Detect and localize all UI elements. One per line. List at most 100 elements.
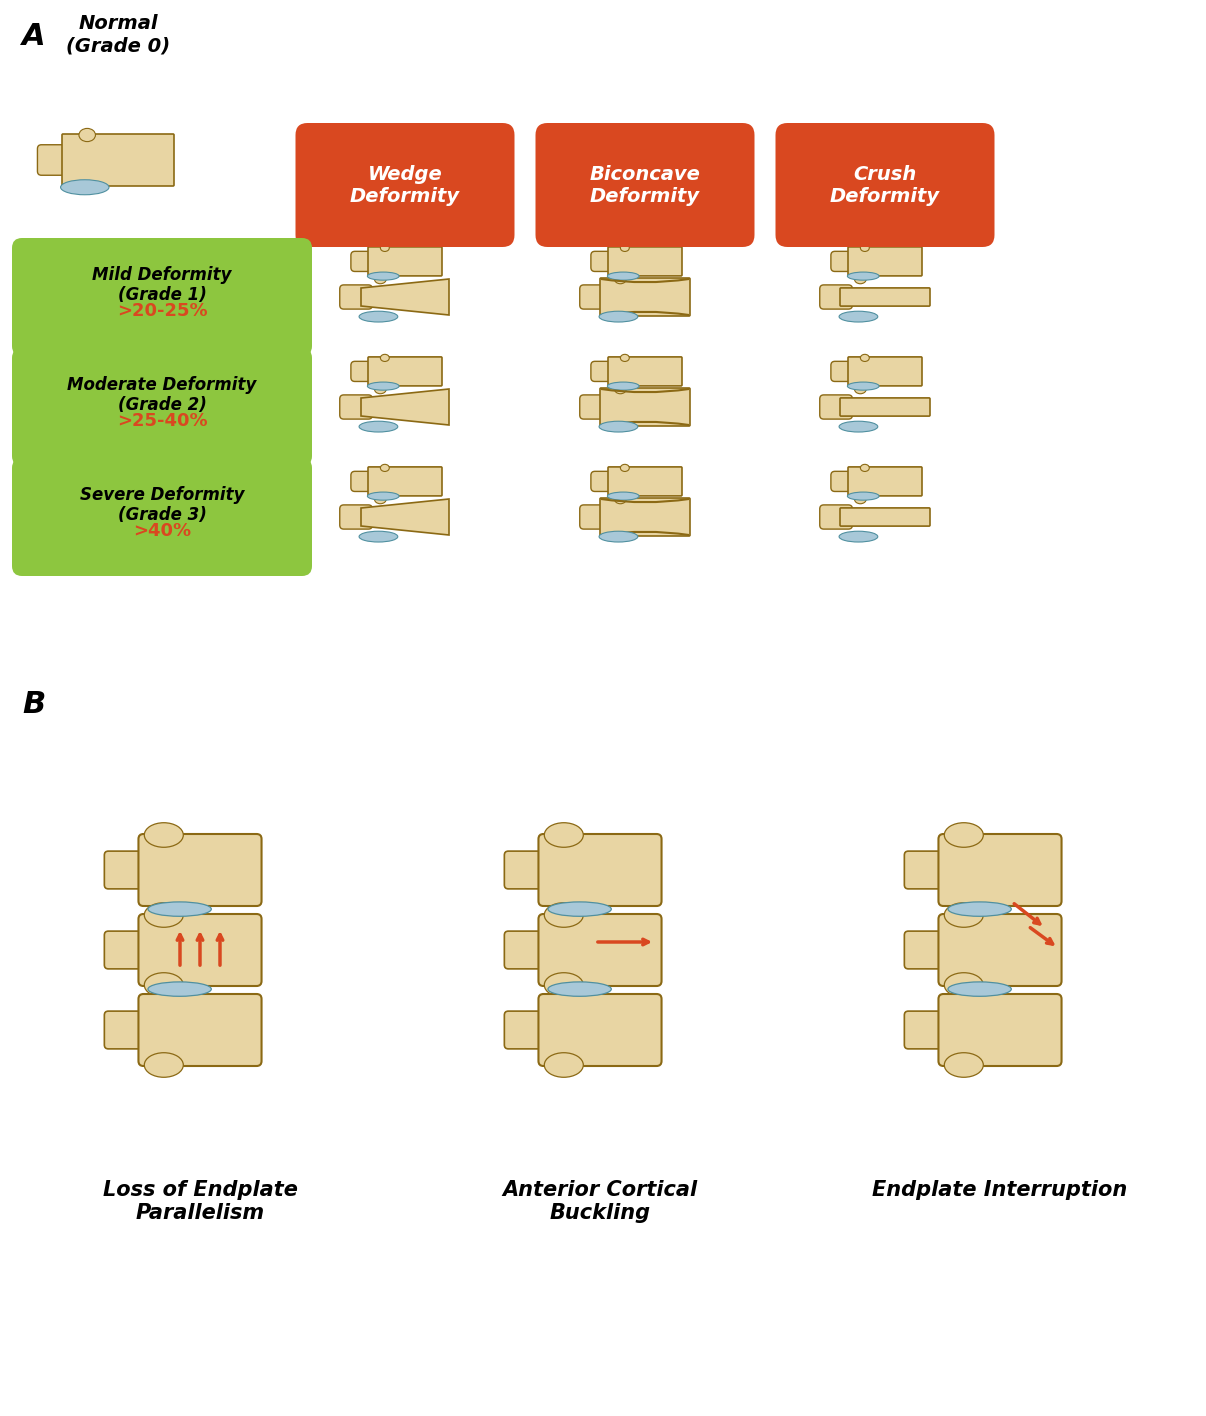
FancyBboxPatch shape — [820, 506, 853, 530]
FancyBboxPatch shape — [351, 472, 379, 491]
FancyBboxPatch shape — [820, 395, 853, 419]
FancyBboxPatch shape — [601, 388, 690, 426]
Ellipse shape — [854, 384, 866, 394]
Ellipse shape — [848, 493, 879, 500]
Ellipse shape — [145, 823, 183, 847]
FancyBboxPatch shape — [608, 246, 683, 276]
Ellipse shape — [599, 312, 638, 321]
FancyBboxPatch shape — [504, 1011, 561, 1049]
Ellipse shape — [148, 902, 211, 916]
Ellipse shape — [854, 494, 866, 504]
Ellipse shape — [608, 382, 639, 391]
Ellipse shape — [599, 531, 638, 542]
FancyBboxPatch shape — [105, 1011, 162, 1049]
FancyBboxPatch shape — [62, 135, 174, 185]
Text: Anterior Cortical
Buckling: Anterior Cortical Buckling — [503, 1180, 697, 1223]
Text: Endplate Interruption: Endplate Interruption — [872, 1180, 1128, 1199]
Ellipse shape — [839, 531, 878, 542]
FancyBboxPatch shape — [608, 467, 683, 496]
FancyBboxPatch shape — [841, 398, 930, 416]
Ellipse shape — [948, 981, 1012, 997]
Ellipse shape — [620, 245, 630, 252]
FancyBboxPatch shape — [295, 123, 515, 246]
Ellipse shape — [145, 973, 183, 997]
Ellipse shape — [374, 384, 386, 394]
Ellipse shape — [544, 1052, 584, 1078]
Ellipse shape — [944, 1052, 983, 1078]
Ellipse shape — [614, 384, 626, 394]
Text: Biconcave
Deformity: Biconcave Deformity — [590, 164, 701, 205]
Ellipse shape — [374, 494, 386, 504]
Ellipse shape — [608, 272, 639, 280]
Polygon shape — [361, 279, 449, 314]
FancyBboxPatch shape — [538, 994, 662, 1066]
Ellipse shape — [359, 531, 398, 542]
Ellipse shape — [544, 973, 584, 997]
FancyBboxPatch shape — [938, 994, 1061, 1066]
Ellipse shape — [544, 823, 584, 847]
Ellipse shape — [359, 421, 398, 432]
FancyBboxPatch shape — [340, 395, 373, 419]
Ellipse shape — [548, 981, 611, 997]
Ellipse shape — [359, 312, 398, 321]
FancyBboxPatch shape — [580, 506, 613, 530]
FancyBboxPatch shape — [904, 851, 961, 889]
FancyBboxPatch shape — [340, 285, 373, 309]
Text: A: A — [22, 23, 46, 51]
FancyBboxPatch shape — [340, 506, 373, 530]
FancyBboxPatch shape — [938, 913, 1061, 986]
FancyBboxPatch shape — [831, 472, 859, 491]
FancyBboxPatch shape — [580, 395, 613, 419]
FancyBboxPatch shape — [591, 472, 619, 491]
FancyBboxPatch shape — [538, 913, 662, 986]
FancyBboxPatch shape — [504, 851, 561, 889]
FancyBboxPatch shape — [831, 251, 859, 272]
FancyBboxPatch shape — [841, 287, 930, 306]
FancyBboxPatch shape — [368, 467, 443, 496]
FancyBboxPatch shape — [12, 348, 312, 466]
FancyBboxPatch shape — [904, 932, 961, 969]
Polygon shape — [361, 498, 449, 535]
Ellipse shape — [944, 823, 983, 847]
Ellipse shape — [614, 275, 626, 283]
Ellipse shape — [145, 903, 183, 927]
FancyBboxPatch shape — [351, 251, 379, 272]
Text: Wedge
Deformity: Wedge Deformity — [350, 164, 459, 205]
Ellipse shape — [78, 129, 95, 142]
Text: B: B — [22, 690, 46, 719]
Ellipse shape — [368, 272, 399, 280]
Ellipse shape — [860, 354, 870, 361]
Ellipse shape — [614, 494, 626, 504]
Ellipse shape — [599, 421, 638, 432]
FancyBboxPatch shape — [841, 508, 930, 527]
Ellipse shape — [368, 493, 399, 500]
Text: >25-40%: >25-40% — [117, 412, 207, 430]
Ellipse shape — [860, 245, 870, 252]
Ellipse shape — [60, 180, 109, 195]
Ellipse shape — [944, 973, 983, 997]
FancyBboxPatch shape — [608, 357, 683, 387]
Text: Crush
Deformity: Crush Deformity — [830, 164, 939, 205]
FancyBboxPatch shape — [904, 1011, 961, 1049]
FancyBboxPatch shape — [105, 851, 162, 889]
FancyBboxPatch shape — [351, 361, 379, 381]
FancyBboxPatch shape — [368, 357, 443, 387]
Ellipse shape — [608, 493, 639, 500]
FancyBboxPatch shape — [139, 994, 262, 1066]
FancyBboxPatch shape — [848, 246, 923, 276]
Text: Moderate Deformity
(Grade 2): Moderate Deformity (Grade 2) — [68, 375, 257, 415]
Ellipse shape — [548, 902, 611, 916]
Ellipse shape — [620, 354, 630, 361]
Text: Loss of Endplate
Parallelism: Loss of Endplate Parallelism — [103, 1180, 298, 1223]
Ellipse shape — [854, 275, 866, 283]
FancyBboxPatch shape — [831, 361, 859, 381]
FancyBboxPatch shape — [580, 285, 613, 309]
FancyBboxPatch shape — [139, 834, 262, 906]
Text: Normal
(Grade 0): Normal (Grade 0) — [66, 14, 170, 55]
Ellipse shape — [839, 421, 878, 432]
FancyBboxPatch shape — [37, 144, 76, 176]
FancyBboxPatch shape — [601, 498, 690, 537]
Ellipse shape — [839, 312, 878, 321]
Ellipse shape — [848, 382, 879, 391]
Ellipse shape — [944, 903, 983, 927]
